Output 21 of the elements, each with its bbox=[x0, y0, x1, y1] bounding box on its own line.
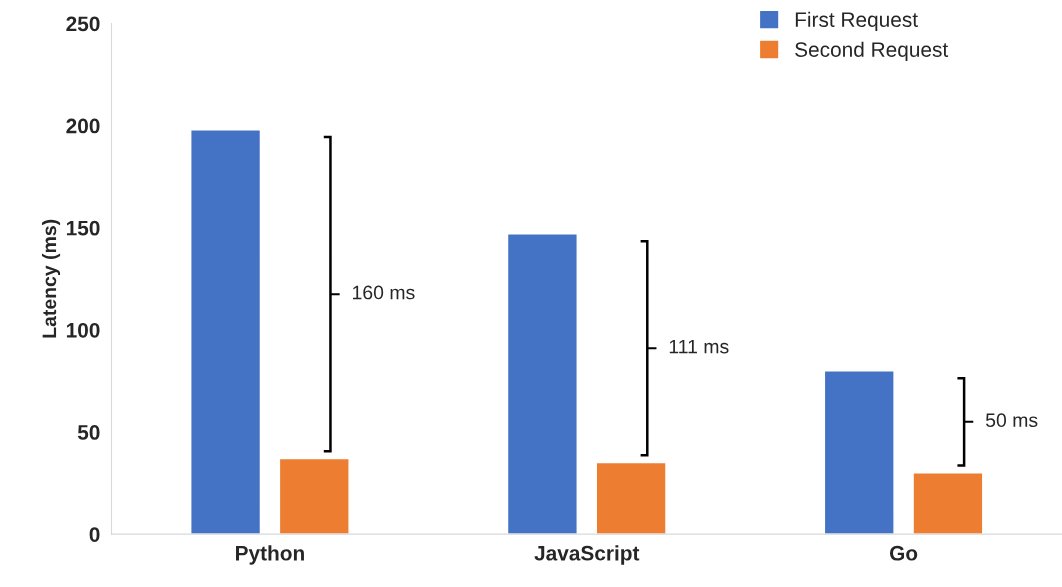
y-tick-label: 100 bbox=[66, 322, 100, 338]
annotation: 160 ms bbox=[352, 285, 415, 300]
bar bbox=[912, 472, 984, 535]
bar bbox=[278, 457, 350, 535]
y-tick-label: 200 bbox=[66, 118, 100, 134]
y-tick-label: 50 bbox=[77, 425, 100, 440]
bar bbox=[506, 233, 578, 535]
bar bbox=[823, 370, 895, 535]
y-tick-label: 250 bbox=[66, 16, 100, 32]
x-tick-label: Python bbox=[236, 545, 304, 565]
y-axis-title: Latency (ms) bbox=[41, 219, 61, 338]
bar bbox=[595, 461, 667, 535]
legend-label: Second Request bbox=[795, 41, 949, 62]
y-tick-label: 0 bbox=[89, 527, 100, 542]
bar bbox=[190, 129, 262, 535]
x-tick-label: JavaScript bbox=[534, 545, 640, 565]
x-tick-label: Go bbox=[889, 545, 918, 561]
y-tick-label: 150 bbox=[66, 220, 100, 236]
annotation: 50 ms bbox=[985, 413, 1038, 428]
legend-label: First Request bbox=[795, 11, 918, 32]
annotation: 111 ms bbox=[669, 339, 729, 354]
